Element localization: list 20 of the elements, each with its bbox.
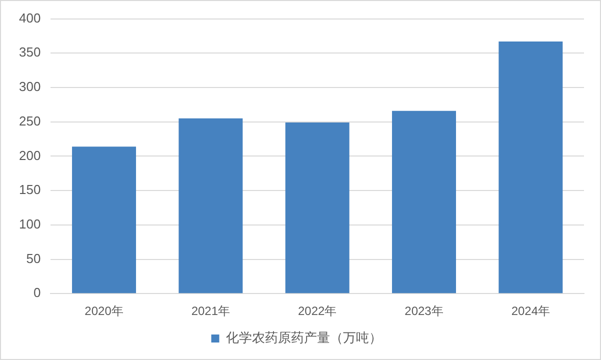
x-tick-label: 2023年 (404, 304, 444, 318)
bar (178, 118, 243, 294)
x-tick-label: 2021年 (191, 304, 230, 318)
bar (498, 41, 563, 294)
y-tick-label: 350 (18, 44, 41, 60)
y-tick-label: 250 (18, 113, 41, 128)
y-tick-label: 200 (18, 148, 41, 163)
y-tick-label: 50 (26, 250, 41, 266)
bar (285, 122, 350, 294)
y-tick-label: 300 (18, 79, 41, 94)
legend-label: 化学农药原药产量（万吨） (226, 330, 382, 346)
bar (72, 146, 136, 294)
y-tick-label: 0 (33, 285, 41, 300)
bar (392, 110, 456, 294)
x-tick-label: 2024年 (511, 304, 550, 318)
y-tick-label: 150 (18, 182, 41, 198)
y-tick-label: 100 (18, 216, 41, 232)
x-tick-label: 2020年 (84, 304, 124, 318)
y-tick-label: 400 (18, 10, 41, 26)
x-tick-label: 2022年 (298, 304, 337, 318)
